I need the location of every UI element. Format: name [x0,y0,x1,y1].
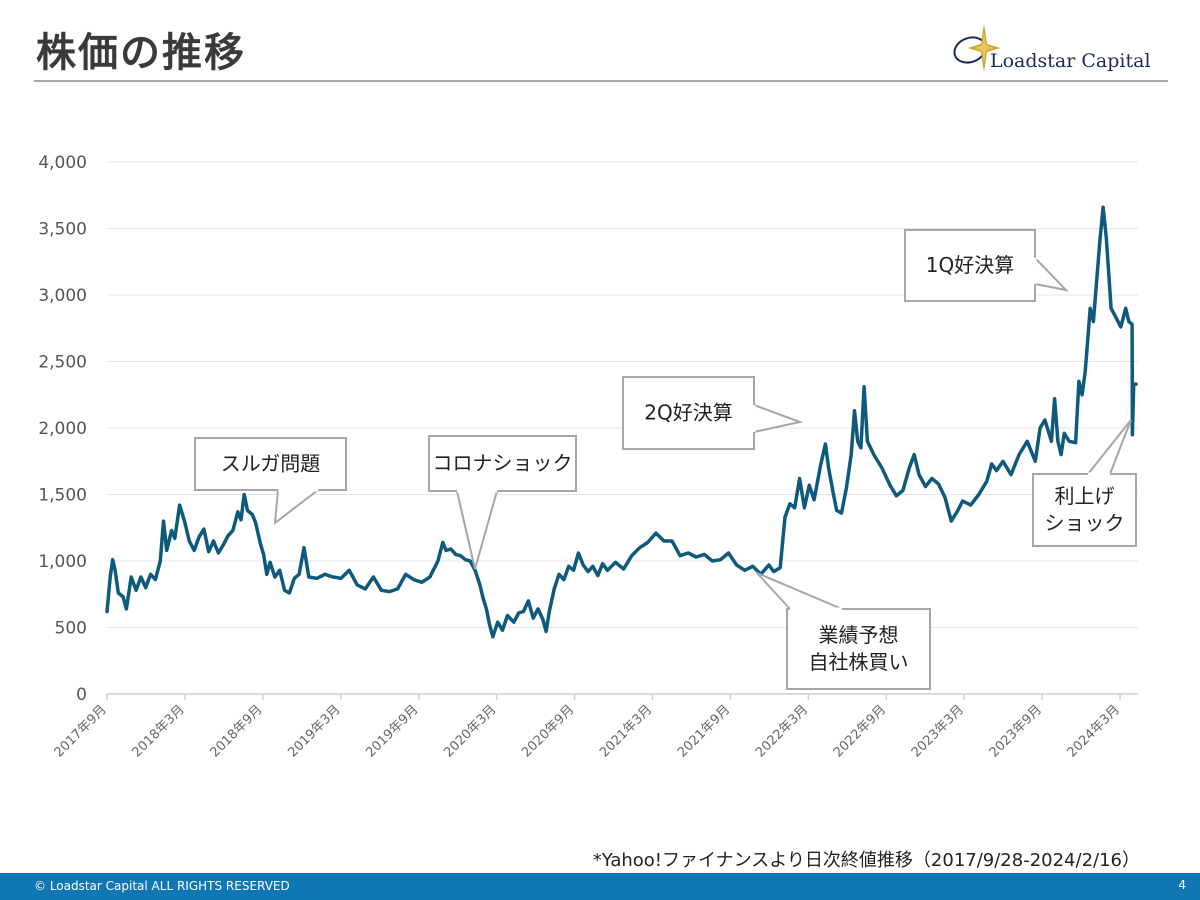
page-title: 株価の推移 [36,30,246,76]
x-tick-label: 2023年9月 [987,702,1045,760]
callout-text: 1Q好決算 [926,253,1014,277]
callout-box [1032,473,1137,547]
callout: スルガ問題 [194,437,347,526]
x-tick-label: 2023年3月 [909,702,967,760]
callout-text: コロナショック [433,451,573,475]
y-tick-label: 2,000 [38,419,87,439]
callout-text: 利上げ [1055,484,1115,508]
x-tick-label: 2021年3月 [597,702,655,760]
star-compass-icon [953,24,1000,72]
y-tick-label: 1,000 [38,552,87,572]
x-tick-label: 2020年3月 [441,702,499,760]
callout-text: 自社株買い [809,650,909,674]
y-tick-label: 2,500 [38,353,87,373]
x-tick-label: 2019年9月 [363,702,421,760]
callout-box [622,376,755,450]
x-tick-label: 2017年9月 [52,702,110,760]
callout-pointer [273,489,321,526]
footer-bar: © Loadstar Capital ALL RIGHTS RESERVED 4 [0,873,1200,900]
callout-text: スルガ問題 [221,452,320,476]
title-divider [34,80,1168,82]
y-tick-label: 0 [76,685,87,705]
callout: コロナショック [428,435,577,570]
callout-box [904,229,1036,302]
callout-box [786,608,931,690]
copyright: © Loadstar Capital ALL RIGHTS RESERVED [34,879,290,893]
y-tick-label: 4,000 [38,153,87,173]
x-tick-label: 2022年3月 [753,702,811,760]
x-tick-label: 2020年9月 [519,702,577,760]
logo-text: Loadstar Capital [990,50,1151,72]
logo: Loadstar Capital [940,22,1172,78]
x-tick-label: 2022年9月 [831,702,889,760]
y-tick-label: 3,000 [38,286,87,306]
callout-box [194,437,347,491]
y-tick-label: 500 [55,619,87,639]
callout-pointer [756,572,843,610]
x-tick-label: 2024年3月 [1065,702,1123,760]
callout-text: 業績予想 [819,623,899,647]
stock-price-chart: 0 500 1,000 1,500 2,000 2,500 3,000 3,500 4,000 2… [38,153,1138,760]
callout-text: ショック [1045,511,1125,535]
page-number: 4 [1178,878,1186,892]
source-note: *Yahoo!ファイナンスより日次終値推移（2017/9/28-2024/2/1… [592,850,1140,871]
callout-text: 2Q好決算 [644,401,732,425]
callout: 2Q好決算 [622,376,804,450]
x-tick-label: 2021年9月 [675,702,733,760]
y-tick-label: 1,500 [38,486,87,506]
callout-pointer [1034,255,1069,292]
callout: 1Q好決算 [904,229,1069,302]
callout-box [428,435,577,492]
price-line [105,205,1138,639]
x-tick-label: 2018年9月 [207,702,265,760]
y-tick-label: 3,500 [38,220,87,240]
x-tick-label: 2018年3月 [130,702,188,760]
x-tick-label: 2019年3月 [285,702,343,760]
